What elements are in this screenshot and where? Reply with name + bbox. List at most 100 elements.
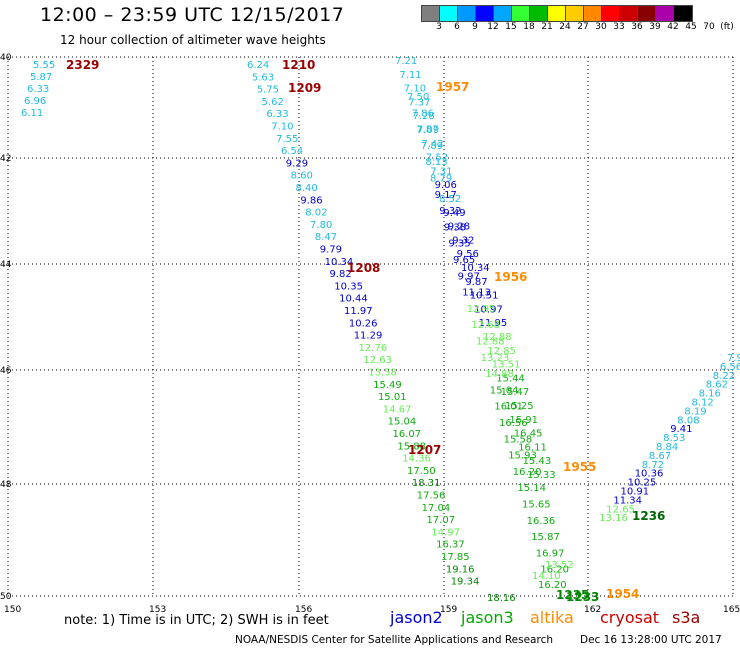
wave-height-value: 18.16 bbox=[487, 593, 516, 604]
wave-height-value: 14.10 bbox=[532, 571, 561, 582]
wave-height-value: 10.34 bbox=[325, 257, 354, 268]
color-swatch bbox=[602, 6, 620, 21]
wave-height-value: 8.67 bbox=[649, 451, 671, 462]
wave-height-value: 10.26 bbox=[349, 318, 378, 329]
color-swatch bbox=[584, 6, 602, 21]
page-title: 12:00 – 23:59 UTC 12/15/2017 bbox=[40, 4, 345, 26]
wave-height-value: 16.97 bbox=[536, 548, 565, 559]
x-tick-label: 165 bbox=[723, 605, 740, 615]
color-swatch bbox=[530, 6, 548, 21]
color-scale-label: 27 bbox=[577, 22, 589, 32]
wave-height-value: 8.16 bbox=[699, 389, 721, 400]
color-scale-label: 70 bbox=[703, 22, 715, 32]
wave-height-value: 15.25 bbox=[505, 401, 534, 412]
wave-height-value: 9.97 bbox=[458, 271, 480, 282]
wave-height-value: 12.63 bbox=[363, 355, 392, 366]
time-label: 1957 bbox=[436, 80, 469, 94]
wave-height-value: 7.31 bbox=[430, 166, 452, 177]
wave-height-value: 13.52 bbox=[545, 560, 574, 571]
wave-height-value: 16.07 bbox=[393, 429, 422, 440]
wave-height-value: 6.11 bbox=[21, 108, 43, 119]
color-swatch bbox=[422, 6, 440, 21]
wave-height-value: 16.37 bbox=[436, 540, 465, 551]
wave-height-value: 7.87 bbox=[416, 125, 438, 136]
wave-height-value: 19.16 bbox=[446, 564, 475, 575]
wave-height-value: 10.35 bbox=[334, 281, 363, 292]
time-label: 1235 bbox=[556, 588, 589, 602]
wave-height-value: 7.10 bbox=[271, 122, 293, 133]
wave-height-value: 10.97 bbox=[474, 304, 503, 315]
wave-height-value: 15.04 bbox=[490, 385, 519, 396]
wave-height-value: 16.20 bbox=[538, 580, 567, 591]
wave-height-value: 5.55 bbox=[33, 60, 55, 71]
color-scale-label: 12 bbox=[487, 22, 499, 32]
wave-height-value: 6.33 bbox=[27, 84, 49, 95]
wave-height-value: 6.96 bbox=[24, 96, 46, 107]
wave-height-value: 11.97 bbox=[344, 306, 373, 317]
wave-height-value: 11.29 bbox=[354, 331, 383, 342]
wave-height-value: 7.11 bbox=[399, 70, 421, 81]
wave-height-value: 5.75 bbox=[257, 85, 279, 96]
wave-height-value: 10.34 bbox=[461, 263, 490, 274]
wave-height-value: 16.45 bbox=[514, 429, 543, 440]
wave-height-value: 15.47 bbox=[501, 387, 530, 398]
color-scale-labels: 3 6 9 12 15 18 21 24 27 30 33 36 39 42 45 70 (ft) bbox=[421, 22, 740, 34]
wave-height-value: 10.36 bbox=[635, 469, 664, 480]
wave-height-value: 9.35 bbox=[448, 239, 470, 250]
y-tick-label: 48 bbox=[0, 480, 12, 490]
time-label: 1236 bbox=[632, 509, 665, 523]
time-label: 1209 bbox=[288, 81, 321, 95]
wave-height-value: 16.20 bbox=[540, 565, 569, 576]
wave-height-value: 7.42 bbox=[421, 139, 443, 150]
color-scale-label: 24 bbox=[559, 22, 571, 32]
wave-height-value: 17.56 bbox=[417, 491, 446, 502]
y-tick-label: 50 bbox=[0, 592, 12, 602]
wave-height-value: 19.34 bbox=[451, 577, 480, 588]
time-label: 1207 bbox=[408, 443, 441, 457]
color-scale-label: 45 bbox=[685, 22, 697, 32]
wave-height-value: 10.44 bbox=[339, 294, 368, 305]
timestamp: Dec 16 13:28:00 UTC 2017 bbox=[580, 634, 722, 646]
legend-jason3: jason3 bbox=[461, 608, 514, 627]
color-swatch bbox=[494, 6, 512, 21]
wave-height-value: 7.21 bbox=[395, 56, 417, 67]
x-tick-label: 159 bbox=[440, 605, 457, 615]
wave-height-value: 6.33 bbox=[266, 109, 288, 120]
wave-height-value: 16.11 bbox=[518, 442, 547, 453]
color-swatch bbox=[620, 6, 638, 21]
wave-height-value: 7.52 bbox=[426, 153, 448, 164]
x-tick-label: 162 bbox=[584, 605, 601, 615]
wave-height-value: 12.68 bbox=[471, 320, 500, 331]
wave-height-value: 7.28 bbox=[413, 111, 435, 122]
wave-height-value: 16.56 bbox=[499, 418, 528, 429]
color-scale-label: 33 bbox=[613, 22, 625, 32]
wave-height-value: 16.01 bbox=[494, 402, 523, 413]
wave-height-value: 8.13 bbox=[425, 157, 447, 168]
wave-height-value: 7.80 bbox=[310, 220, 332, 231]
page-subtitle: 12 hour collection of altimeter wave hei… bbox=[60, 33, 326, 47]
color-scale-bar bbox=[421, 5, 693, 22]
wave-height-value: 13.23 bbox=[481, 353, 510, 364]
wave-height-value: 15.91 bbox=[509, 415, 538, 426]
wave-height-value: 9.17 bbox=[435, 190, 457, 201]
wave-height-value: 6.56 bbox=[720, 362, 740, 373]
wave-height-value: 7.86 bbox=[412, 108, 434, 119]
wave-height-value: 12.88 bbox=[483, 332, 512, 343]
color-swatch bbox=[656, 6, 674, 21]
color-swatch bbox=[512, 6, 530, 21]
wave-height-value: 7.89 bbox=[421, 141, 443, 152]
wave-height-value: 5.63 bbox=[252, 72, 274, 83]
wave-height-value: 13.51 bbox=[492, 360, 521, 371]
wave-height-value: 6.54 bbox=[281, 146, 303, 157]
wave-height-value: 15.04 bbox=[388, 417, 417, 428]
time-label: 2329 bbox=[66, 58, 99, 72]
wave-height-value: 15.49 bbox=[373, 380, 402, 391]
wave-height-value: 15.87 bbox=[531, 532, 560, 543]
y-tick-label: 42 bbox=[0, 154, 11, 164]
wave-height-value: 9.79 bbox=[320, 245, 342, 256]
wave-height-value: 9.49 bbox=[443, 208, 465, 219]
wave-height-value: 11.13 bbox=[462, 288, 491, 299]
color-scale-label: 3 bbox=[436, 22, 442, 32]
